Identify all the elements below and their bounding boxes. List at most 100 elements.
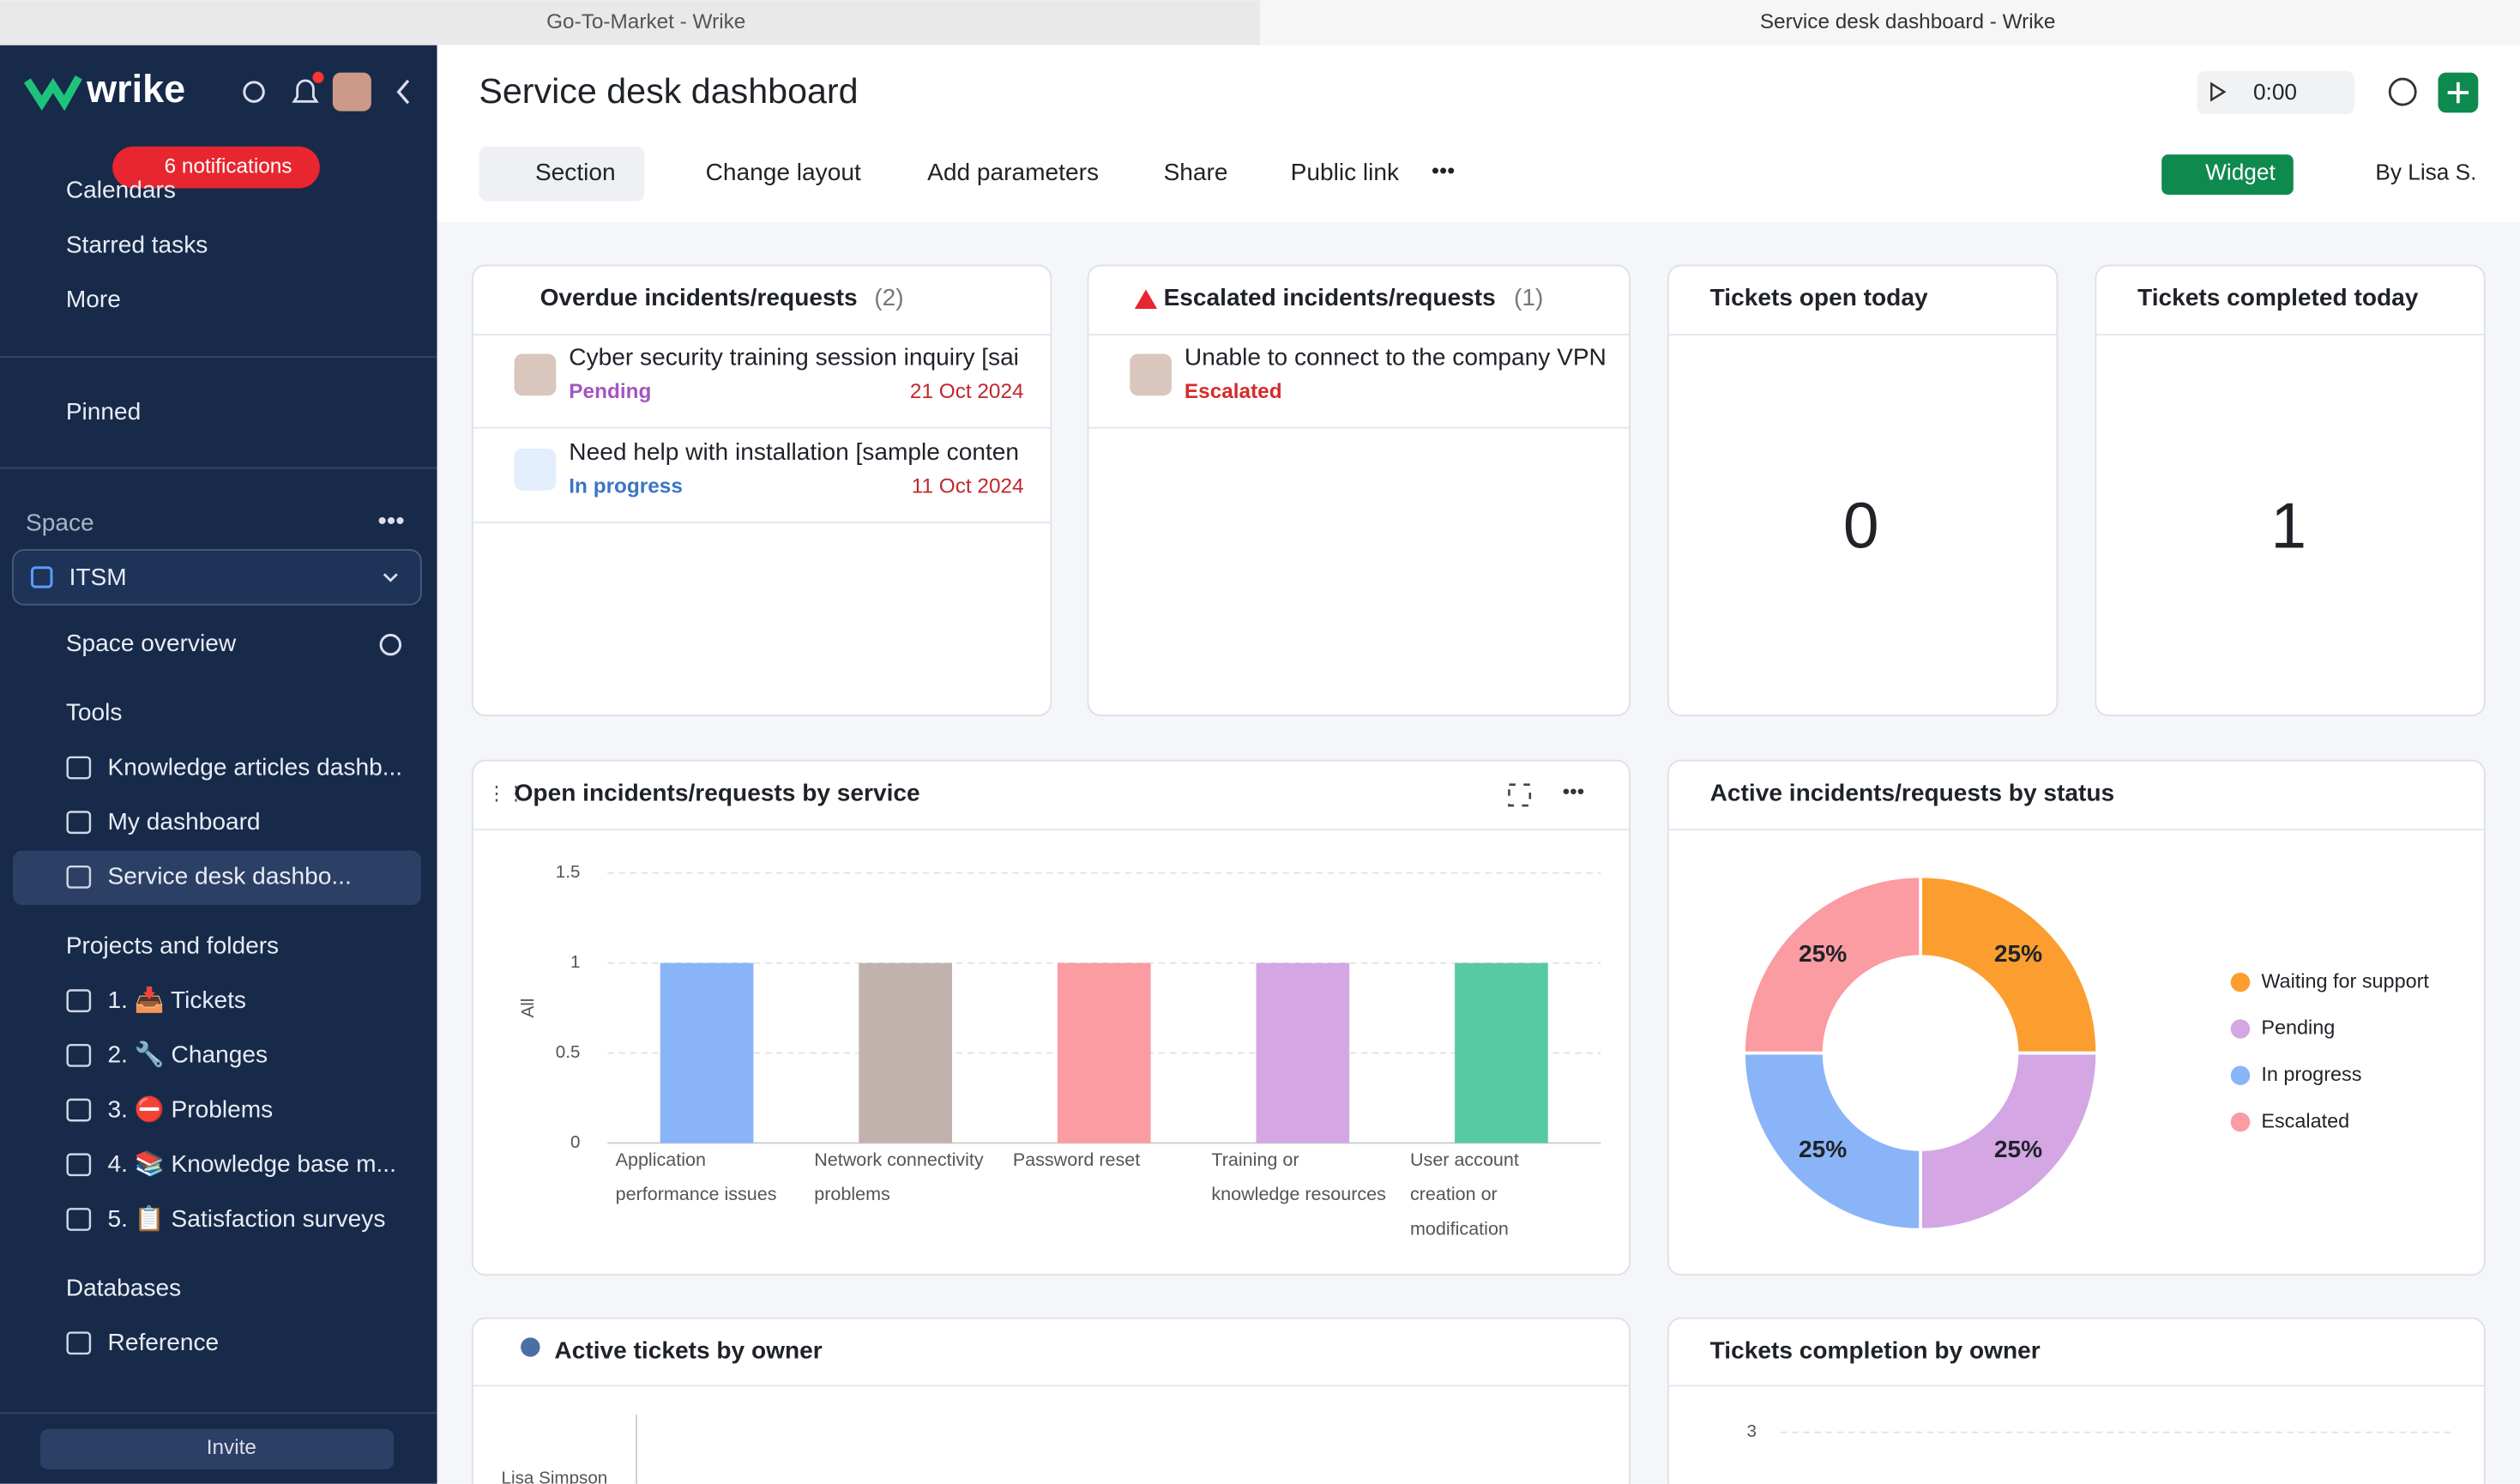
widget-text[interactable]: Widget (2205, 160, 2276, 185)
x-tick-label: Network connectivity (814, 1149, 984, 1170)
warning-icon (1134, 289, 1158, 310)
widget-title: Escalated incidents/requests (1164, 284, 1496, 311)
x-tick-label: User account (1410, 1149, 1519, 1170)
section-label[interactable]: Projects and folders (66, 932, 279, 958)
nav-item[interactable]: Reference (108, 1329, 220, 1355)
y-tick-label: 1 (570, 952, 580, 972)
slice-label: 25% (1994, 1136, 2042, 1162)
space-selector[interactable] (12, 549, 422, 606)
legend-swatch (2230, 972, 2251, 992)
pinned[interactable]: Pinned (66, 398, 141, 425)
nav-item[interactable]: 4. 📚 Knowledge base m... (108, 1150, 396, 1178)
play-icon[interactable] (2210, 81, 2227, 102)
x-tick-label: performance issues (616, 1184, 777, 1204)
legend-label: Waiting for support (2261, 969, 2429, 992)
legend-label: Escalated (2261, 1109, 2349, 1131)
task-avatar (1130, 353, 1172, 396)
person-icon (521, 1337, 540, 1357)
search-icon[interactable] (243, 81, 265, 103)
drag-handle: ⋮⋮ (487, 782, 526, 804)
widget-title: Tickets completed today (2137, 284, 2419, 311)
widget (1667, 1317, 2486, 1484)
item-icon (66, 756, 92, 780)
sidebar (0, 45, 437, 1484)
widget (471, 759, 1631, 1276)
section-label[interactable]: Databases (66, 1274, 181, 1300)
notification-badge[interactable] (112, 146, 320, 189)
tab[interactable]: Go-To-Market - Wrike (546, 10, 745, 33)
more-icon[interactable]: ••• (1432, 158, 1456, 184)
widget-count: (1) (1514, 284, 1543, 311)
task-status: Escalated (1185, 380, 1282, 403)
nav-item[interactable]: Starred tasks (66, 231, 208, 257)
item-icon (66, 989, 92, 1013)
bell-dot (312, 71, 324, 83)
bar (859, 962, 952, 1143)
x-tick-label: creation or (1410, 1184, 1498, 1204)
owner[interactable]: By Lisa S. (2375, 160, 2476, 185)
nav-item[interactable]: Knowledge articles dashb... (108, 753, 403, 780)
expand-icon[interactable] (1508, 783, 1532, 807)
toolbar-button[interactable]: Share (1164, 159, 1228, 185)
collapse-icon[interactable] (396, 79, 410, 105)
section-button[interactable] (479, 146, 645, 202)
nav-item[interactable]: 1. 📥 Tickets (108, 986, 246, 1014)
plus (2447, 81, 2469, 104)
kpi-value: 1 (2270, 489, 2306, 561)
invite-text[interactable]: Invite (207, 1436, 256, 1459)
help-icon[interactable] (2388, 77, 2417, 106)
y-tick-label: 1.5 (556, 862, 581, 882)
timer[interactable] (2197, 70, 2355, 115)
kpi-value: 0 (1843, 489, 1879, 561)
tab[interactable]: Service desk dashboard - Wrike (1760, 10, 2056, 33)
toolbar-button[interactable]: Section (535, 159, 616, 185)
widget-title: Tickets open today (1710, 284, 1928, 311)
legend-label: In progress (2261, 1063, 2361, 1085)
settings-icon[interactable] (379, 633, 402, 656)
nav-item[interactable]: Service desk dashbo... (108, 863, 352, 890)
item-icon (66, 1331, 92, 1355)
x-tick-label: knowledge resources (1211, 1184, 1385, 1204)
nav-item[interactable]: 5. 📋 Satisfaction surveys (108, 1204, 386, 1233)
section-label[interactable]: Tools (66, 699, 123, 726)
item-icon (66, 811, 92, 835)
task-name[interactable]: Need help with installation [sample cont… (569, 438, 1019, 465)
item-icon (66, 1098, 92, 1122)
timer-text: 0:00 (2253, 79, 2297, 105)
toolbar-button[interactable]: Change layout (706, 159, 861, 185)
nav-item[interactable]: More (66, 286, 121, 312)
space-name[interactable]: ITSM (69, 564, 127, 590)
nav-item[interactable]: 3. ⛔ Problems (108, 1095, 274, 1123)
toolbar-button[interactable]: Add parameters (927, 159, 1099, 185)
task-name[interactable]: Cyber security training session inquiry … (569, 344, 1019, 371)
more-icon[interactable]: ••• (1563, 780, 1585, 803)
legend-swatch (2230, 1019, 2251, 1039)
task-name[interactable]: Unable to connect to the company VPN (1185, 344, 1607, 371)
space-overview[interactable]: Space overview (66, 630, 237, 656)
nav-item[interactable]: Calendars (66, 177, 176, 203)
widget-count: (2) (874, 284, 903, 311)
more-icon[interactable]: ••• (377, 507, 404, 535)
toolbar-button[interactable]: Public link (1291, 159, 1400, 185)
nav-item[interactable]: 2. 🔧 Changes (108, 1040, 268, 1069)
task-status: Pending (569, 380, 651, 403)
widget-button[interactable] (2161, 154, 2294, 195)
logo-mark (23, 75, 82, 112)
y-tick-label: 0 (570, 1132, 580, 1152)
bar (1057, 962, 1151, 1143)
notification-badge-text[interactable]: 6 notifications (165, 155, 292, 178)
x-tick-label: Application (616, 1149, 706, 1170)
bell-icon[interactable] (292, 79, 319, 103)
active-tab[interactable] (1260, 0, 2520, 45)
widget-title: Open incidents/requests by service (515, 779, 920, 805)
bar (1455, 962, 1548, 1143)
nav-item[interactable]: My dashboard (108, 808, 261, 835)
widget (2095, 264, 2486, 717)
invite-button[interactable] (39, 1429, 395, 1469)
item-icon (66, 865, 92, 889)
slice-label: 25% (1994, 940, 2042, 967)
avatar[interactable] (332, 72, 371, 112)
item-icon (66, 1153, 92, 1177)
active-item (12, 850, 421, 906)
space-icon (30, 566, 53, 588)
